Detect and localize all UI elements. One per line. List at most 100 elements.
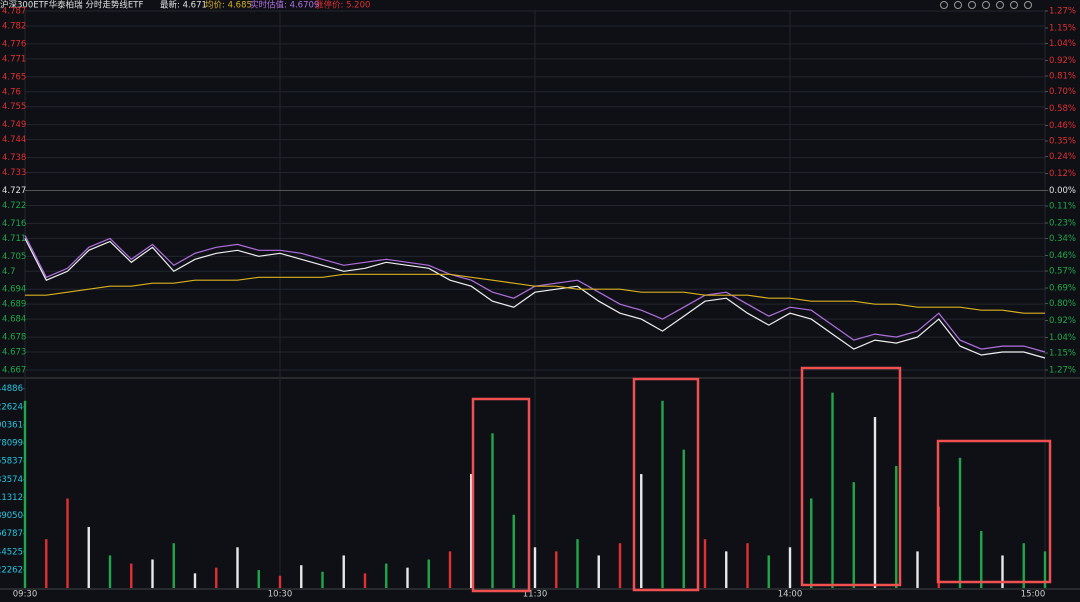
volume-bar: [873, 417, 877, 588]
volume-bar: [470, 474, 473, 588]
y-tick-label: 4.727: [2, 186, 26, 196]
volume-bar: [682, 449, 685, 588]
volume-bar: [746, 543, 749, 588]
y-tick-label: 244886: [0, 384, 23, 394]
y-tick-label: 4.776: [2, 39, 26, 49]
volume-bar: [193, 573, 197, 588]
y-tick-label: 22262: [0, 565, 23, 575]
highlight-box: [936, 439, 1052, 584]
volume-bar: [958, 457, 962, 588]
y-tick-label: 4.673: [2, 348, 26, 358]
volume-bar: [491, 433, 494, 588]
volume-bar: [533, 547, 537, 588]
volume-bar: [576, 539, 579, 588]
y-tick-label: 4.711: [2, 234, 26, 244]
y-tick-label: 222624: [0, 402, 23, 412]
y2-tick-label: 0.34%: [1049, 234, 1076, 244]
volume-bar: [427, 559, 430, 588]
y-tick-label: 155837: [0, 457, 23, 467]
y2-tick-label: 0.24%: [1049, 152, 1076, 162]
header-limit: 涨停价: 5.200: [315, 0, 370, 11]
volume-bar: [130, 563, 133, 588]
volume-bar: [703, 539, 707, 588]
volume-bar: [555, 551, 558, 588]
header-title: 沪深300ETF华泰柏瑞 分时走势线ETF: [0, 0, 143, 11]
x-tick-label: 11:30: [523, 590, 548, 600]
y-tick-label: 4.755: [2, 102, 26, 112]
volume-bar: [640, 474, 643, 588]
y-tick-label: 4.705: [2, 252, 26, 262]
y2-tick-label: 1.27%: [1049, 366, 1076, 376]
y2-tick-label: 1.15%: [1049, 23, 1076, 33]
volume-bar: [661, 400, 664, 588]
volume-bar: [278, 575, 282, 588]
highlight-box: [632, 377, 700, 592]
y-tick-label: 4.689: [2, 300, 26, 310]
y2-tick-label: 0.92%: [1049, 56, 1076, 66]
volume-bar: [852, 482, 855, 588]
y2-tick-label: 0.46%: [1049, 121, 1076, 131]
y2-tick-label: 0.12%: [1049, 169, 1076, 179]
volume-bar: [215, 567, 218, 588]
volume-bar: [916, 551, 919, 588]
icon[interactable]: [940, 1, 948, 9]
volume-bar: [788, 547, 792, 588]
volume-bar: [980, 531, 983, 588]
y-tick-label: 4.7: [2, 267, 16, 277]
icon[interactable]: [968, 1, 976, 9]
y2-tick-label: 0.81%: [1049, 72, 1076, 82]
x-tick-label: 14:00: [778, 590, 803, 600]
y-tick-label: 4.738: [2, 153, 26, 163]
y-tick-label: 4.667: [2, 366, 26, 376]
y2-tick-label: 0.70%: [1049, 87, 1076, 97]
y2-tick-label: 0.69%: [1049, 284, 1076, 294]
icon[interactable]: [1010, 1, 1018, 9]
y2-tick-label: 0.80%: [1049, 299, 1076, 309]
volume-bar: [257, 570, 260, 588]
y-tick-label: 4.678: [2, 333, 26, 343]
icon[interactable]: [1024, 1, 1032, 9]
icon[interactable]: [982, 1, 990, 9]
highlight-boxes: [471, 366, 1052, 593]
volume-bar: [321, 571, 324, 588]
y-tick-label: 44525: [0, 547, 23, 557]
y2-tick-label: 1.04%: [1049, 39, 1076, 49]
y-tick-label: 4.771: [2, 54, 26, 64]
icon[interactable]: [954, 1, 962, 9]
y-tick-label: 178099: [0, 439, 23, 449]
y-tick-label: 89050: [0, 511, 23, 521]
y-tick-label: 4.722: [2, 201, 26, 211]
y2-tick-label: 0.92%: [1049, 316, 1076, 326]
volume-bar: [767, 555, 770, 588]
y-tick-label: 4.749: [2, 120, 26, 130]
volume-bar: [363, 573, 367, 588]
y2-tick-label: 0.57%: [1049, 267, 1076, 277]
volume-bar: [66, 498, 69, 588]
y-tick-label: 4.744: [2, 135, 26, 145]
volume-bar: [448, 551, 452, 588]
x-tick-label: 10:30: [268, 590, 293, 600]
volume-bar: [87, 526, 90, 588]
header-estimate: 实时估值: 4.6709: [250, 0, 319, 11]
y2-tick-label: 0.58%: [1049, 104, 1076, 114]
volume-bar: [512, 514, 515, 588]
series-line: [25, 273, 1045, 314]
volume-bar: [1043, 551, 1047, 588]
highlight-box: [800, 366, 902, 587]
y2-tick-label: 0.46%: [1049, 251, 1076, 261]
y-tick-label: 200361: [0, 420, 23, 430]
y-tick-label: 4.782: [2, 21, 26, 31]
volume-bar: [342, 555, 345, 588]
volume-bar: [172, 543, 175, 588]
highlight-box: [471, 397, 531, 593]
volume-bar: [895, 465, 898, 588]
y-tick-label: 4.733: [2, 168, 26, 178]
volume-bar: [45, 539, 48, 588]
volume-bar: [385, 563, 388, 588]
icon[interactable]: [996, 1, 1004, 9]
volume-bar: [406, 567, 409, 588]
header-avg: 均价: 4.685: [205, 0, 252, 11]
y2-tick-label: 0.23%: [1049, 219, 1076, 229]
volume-bar: [108, 555, 112, 588]
